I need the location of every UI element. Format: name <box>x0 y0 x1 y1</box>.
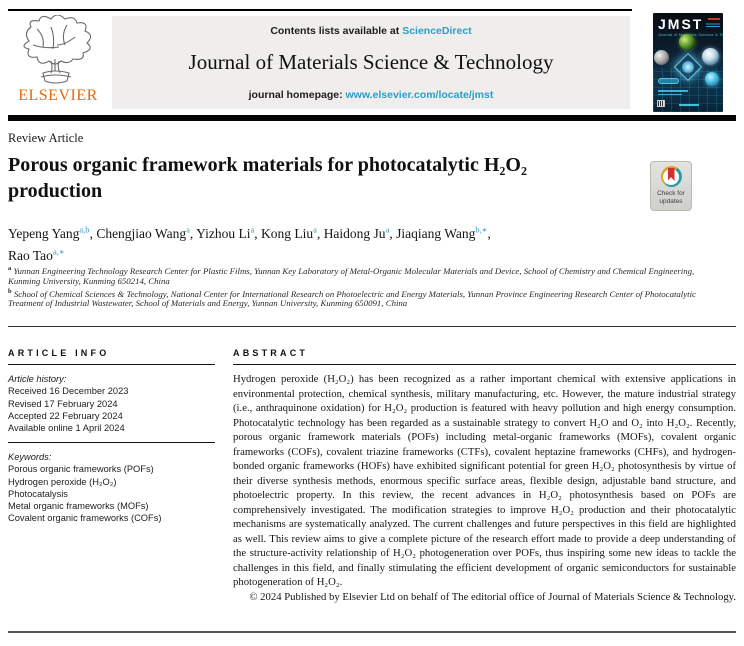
journal-title: Journal of Materials Science & Technolog… <box>188 50 554 74</box>
article-title-line1: Porous organic framework materials for p… <box>8 154 527 176</box>
journal-banner: Contents lists available at ScienceDirec… <box>112 16 630 109</box>
author-affil-sup[interactable]: a <box>250 224 255 234</box>
homepage-link[interactable]: www.elsevier.com/locate/jmst <box>345 89 494 101</box>
cover-sphere-green <box>679 34 695 50</box>
abstract-text: Hydrogen peroxide (H₂O₂) has been recogn… <box>233 373 736 589</box>
article-info-column: ARTICLE INFO Article history: Received 1… <box>8 348 215 524</box>
cover-barcode <box>657 100 665 107</box>
author-affil-sup[interactable]: b,∗ <box>475 224 488 234</box>
article-info-rule <box>8 364 215 366</box>
elsevier-tree-icon <box>23 15 92 84</box>
affiliation-a: a Yunnan Engineering Technology Research… <box>8 265 695 286</box>
author: Yepeng Yanga,b, <box>8 224 97 241</box>
cover-sphere-gray <box>654 50 669 65</box>
contents-prefix: Contents lists available at <box>270 25 403 37</box>
author-affil-sup[interactable]: a,b <box>79 224 90 234</box>
abstract-rule <box>233 364 736 366</box>
author: Yizhou Lia, <box>196 224 262 241</box>
cover-sphere-teal <box>705 72 719 86</box>
keyword-item: Porous organic frameworks (POFs) <box>8 464 154 475</box>
update-ring-icon <box>660 166 682 187</box>
cover-sphere-white <box>702 48 719 65</box>
author: Haidong Jua, <box>323 224 397 241</box>
affiliations: a Yunnan Engineering Technology Research… <box>8 264 724 309</box>
cover-label-pill <box>658 78 679 84</box>
cover-title: JMST <box>658 16 704 32</box>
copyright-line: © 2024 Published by Elsevier Ltd on beha… <box>249 590 736 603</box>
check-for-updates-badge[interactable]: Check for updates <box>650 161 692 211</box>
keyword-item: Photocatalysis <box>8 488 68 499</box>
author-affil-sup[interactable]: a,∗ <box>52 246 65 257</box>
sciencedirect-link[interactable]: ScienceDirect <box>402 25 472 37</box>
footer-rule <box>8 631 736 633</box>
history-item: Accepted 22 February 2024 <box>8 410 123 421</box>
article-info-heading: ARTICLE INFO <box>8 348 110 358</box>
section-divider <box>8 326 736 327</box>
homepage-prefix: journal homepage: <box>248 89 346 101</box>
bookmark-ribbon-icon <box>667 168 675 181</box>
history-item: Revised 17 February 2024 <box>8 398 118 409</box>
elsevier-logo[interactable]: ELSEVIER <box>8 15 108 109</box>
author: Jiaqiang Wangb,∗, <box>396 224 491 241</box>
keywords-divider <box>8 442 215 444</box>
author: Rao Taoa,∗ <box>8 246 65 264</box>
contents-line: Contents lists available at ScienceDirec… <box>112 25 630 37</box>
author: Chengjiao Wanga, <box>96 224 197 241</box>
article-title: Porous organic framework materials for p… <box>8 152 527 204</box>
cover-diamond-core <box>682 61 694 73</box>
check-updates-text: Check for updates <box>657 190 685 205</box>
history-label: Article history: <box>8 374 67 385</box>
author-affil-sup[interactable]: a <box>186 224 190 234</box>
top-rule <box>8 9 632 11</box>
header-divider-bar <box>8 115 736 121</box>
author-affil-sup[interactable]: a <box>313 224 317 234</box>
author-affil-sup[interactable]: a <box>385 224 390 234</box>
affiliation-b: b School of Chemical Sciences & Technolo… <box>8 287 696 309</box>
journal-cover-thumbnail[interactable]: JMST Journal of Materials Science & Tech… <box>653 13 723 112</box>
article-type-label: Review Article <box>8 131 84 145</box>
cover-issue-decor <box>708 18 720 20</box>
author-list: Yepeng Yanga,b, Chengjiao Wanga, Yizhou … <box>8 220 491 265</box>
cover-text-line-decor <box>658 90 688 92</box>
keyword-item: Hydrogen peroxide (H₂O₂) <box>8 476 117 487</box>
keywords-label: Keywords: <box>8 452 52 463</box>
abstract-heading: ABSTRACT <box>233 348 309 358</box>
author: Kong Liua, <box>261 224 324 241</box>
cover-text-line-decor <box>658 93 682 95</box>
article-title-line2: production <box>8 180 103 202</box>
history-item: Available online 1 April 2024 <box>8 423 125 433</box>
cover-text-line-decor <box>679 104 699 106</box>
history-item: Received 16 December 2023 <box>8 386 129 397</box>
homepage-line: journal homepage: www.elsevier.com/locat… <box>112 89 630 101</box>
cover-issue-text-decor <box>706 22 720 27</box>
abstract-column: ABSTRACT Hydrogen peroxide (H₂O₂) has be… <box>233 348 736 604</box>
keyword-item: Metal organic frameworks (MOFs) <box>8 501 149 512</box>
keyword-item: Covalent organic frameworks (COFs) <box>8 513 162 524</box>
elsevier-wordmark: ELSEVIER <box>18 87 98 104</box>
